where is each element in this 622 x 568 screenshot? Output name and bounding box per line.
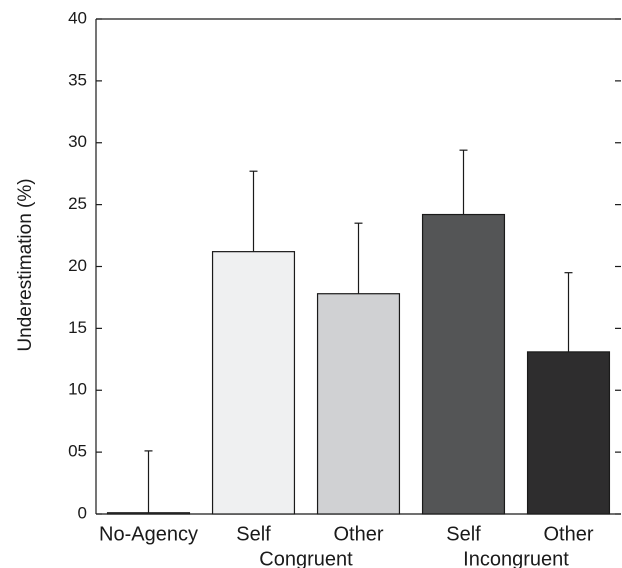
y-tick-label: 40 (68, 8, 87, 27)
y-tick-label: 10 (68, 380, 87, 399)
y-tick-label: 0 (78, 503, 87, 522)
x-tick-label: Self (446, 523, 481, 545)
bar-other-4 (526, 351, 611, 515)
y-axis-title-group: Underestimation (%) (15, 178, 36, 351)
error-bars (144, 149, 573, 513)
bars (106, 213, 611, 515)
x-axis-labels: No-Agency Self Other Self Other (99, 523, 594, 545)
x-tick-label: Self (236, 523, 271, 545)
bar-no-agency-0 (106, 512, 191, 515)
bar-self-3 (421, 213, 506, 515)
bar-self-1 (211, 251, 296, 515)
x-tick-label: No-Agency (99, 523, 198, 545)
y-axis-label: Underestimation (%) (15, 178, 36, 351)
y-tick-label: 15 (68, 318, 87, 337)
x-tick-label: Other (333, 523, 383, 545)
y-tick-label: 20 (68, 256, 87, 275)
y-tick-label: 30 (68, 132, 87, 151)
y-tick-label: 05 (68, 442, 87, 461)
y-axis-ticks: 0 05 10 15 20 25 30 35 40 (68, 8, 621, 522)
group-label: Incongruent (463, 548, 569, 568)
y-tick-label: 35 (68, 70, 87, 89)
y-tick-label: 25 (68, 194, 87, 213)
group-label: Congruent (259, 548, 353, 568)
bar-other-2 (316, 293, 401, 515)
x-tick-label: Other (543, 523, 593, 545)
group-labels: Congruent Incongruent (259, 548, 569, 568)
